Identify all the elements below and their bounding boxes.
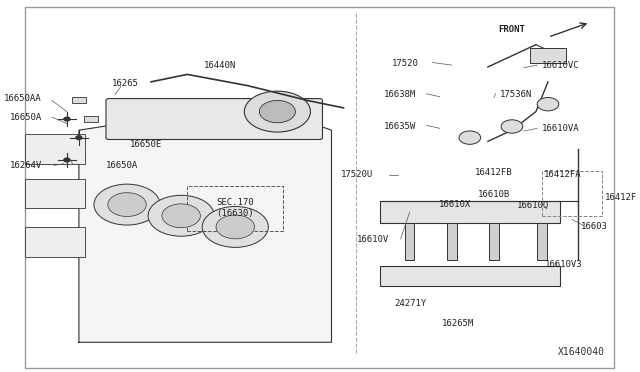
Bar (187, 186, 284, 231)
Text: (16630): (16630) (216, 209, 254, 218)
Text: X1640040: X1640040 (558, 347, 605, 357)
Text: 16265: 16265 (112, 79, 139, 88)
Circle shape (501, 120, 523, 133)
Text: 16638M: 16638M (383, 90, 416, 99)
Text: 16610B: 16610B (477, 190, 510, 199)
Bar (84, 116, 98, 122)
Circle shape (108, 193, 147, 217)
Circle shape (202, 206, 268, 247)
Text: 16412FB: 16412FB (475, 169, 513, 177)
Text: 24271Y: 24271Y (395, 299, 427, 308)
Text: 16650AA: 16650AA (4, 94, 42, 103)
FancyBboxPatch shape (106, 99, 323, 140)
Bar (380, 201, 560, 223)
Text: 16610VC: 16610VC (542, 61, 580, 70)
Text: FRONT: FRONT (499, 25, 525, 34)
Circle shape (148, 195, 214, 236)
Text: 16265M: 16265M (442, 319, 474, 328)
Text: 17520U: 17520U (341, 170, 374, 179)
Bar (447, 223, 456, 260)
Bar (489, 223, 499, 260)
Bar (537, 223, 547, 260)
Text: 16610VA: 16610VA (542, 124, 580, 133)
Text: 16610V3: 16610V3 (545, 260, 582, 269)
Bar (25, 179, 85, 208)
Circle shape (64, 158, 70, 162)
Circle shape (459, 131, 481, 144)
Text: 16412F: 16412F (605, 193, 637, 202)
Text: 16650E: 16650E (130, 140, 163, 149)
Circle shape (216, 215, 255, 239)
Bar (380, 266, 560, 286)
Bar (25, 227, 85, 257)
Text: 16650A: 16650A (106, 161, 138, 170)
Circle shape (64, 117, 70, 121)
Text: 16610Q: 16610Q (517, 201, 549, 210)
Circle shape (94, 184, 160, 225)
Text: 17536N: 17536N (500, 90, 532, 99)
Text: 16650A: 16650A (10, 113, 42, 122)
Bar (405, 223, 415, 260)
Polygon shape (79, 104, 332, 342)
Text: 16610X: 16610X (438, 200, 471, 209)
Text: 16610V: 16610V (356, 235, 388, 244)
Bar (72, 97, 86, 103)
Circle shape (244, 91, 310, 132)
Bar (530, 48, 566, 63)
Text: 17520: 17520 (392, 59, 419, 68)
Bar (542, 171, 602, 216)
Text: SEC.170: SEC.170 (216, 198, 254, 207)
Text: 16635W: 16635W (383, 122, 416, 131)
Text: 16603: 16603 (581, 222, 608, 231)
Text: 16412FA: 16412FA (544, 170, 582, 179)
Circle shape (162, 204, 200, 228)
Text: 16264V: 16264V (10, 161, 42, 170)
Text: 16440N: 16440N (204, 61, 236, 70)
Circle shape (76, 136, 82, 140)
Bar (25, 134, 85, 164)
Circle shape (537, 97, 559, 111)
Circle shape (259, 100, 296, 123)
